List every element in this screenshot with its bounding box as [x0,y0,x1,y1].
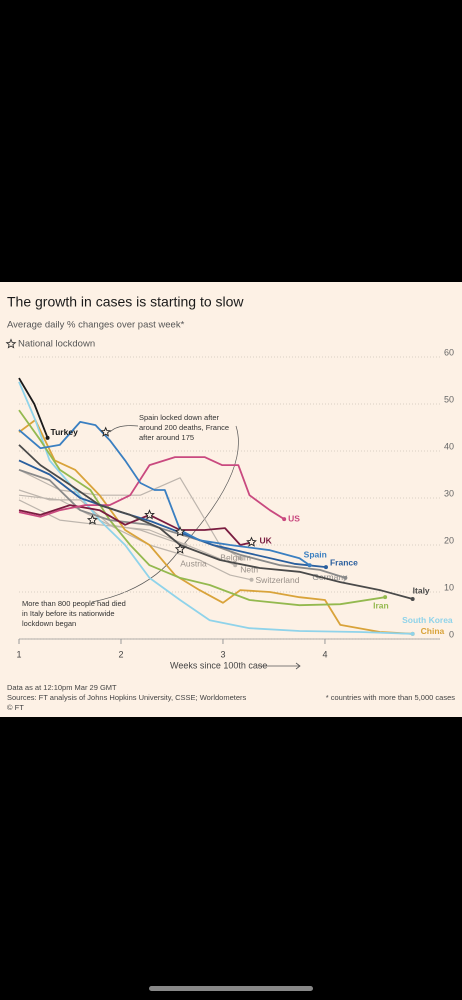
series-label: US [288,513,300,523]
leader-line [183,425,239,545]
series-label: Spain [304,549,327,559]
legend-label: National lockdown [18,339,95,350]
lockdown-star [100,426,112,437]
end-dot [307,563,312,568]
x-axis-label: Weeks since 100th case [170,660,267,670]
series-label: Turkey [51,427,79,437]
axis-arrow [258,662,301,670]
annotation: after around 175 [139,433,194,442]
end-dot [233,563,238,568]
end-dot [238,556,243,561]
footnote: * countries with more than 5,000 cases [326,693,455,702]
end-dot [323,565,328,570]
series-line [18,377,49,439]
series-label: China [421,626,445,636]
y-tick-label: 50 [444,394,454,404]
lockdown-star [86,514,98,525]
series-label: Iran [373,600,389,610]
series-label: Switzerland [256,575,300,585]
x-tick-label: 1 [16,649,21,659]
series-line [18,409,386,607]
leader-line [91,551,179,603]
end-dot [410,631,415,636]
annotation: lockdown began [22,619,76,628]
annotation: More than 800 people had died [22,599,126,608]
lockdown-star [246,536,257,547]
y-tick-label: 30 [444,488,454,498]
end-dot [282,517,287,522]
series-label: Belgium [220,552,251,562]
y-tick-label: 40 [444,441,454,451]
source-note: Data as at 12:10pm Mar 29 GMT [7,683,117,692]
series-line [18,419,413,635]
home-indicator [149,986,313,991]
y-tick-label: 20 [444,535,454,545]
annotation: around 200 deaths, France [139,423,229,432]
series-line [18,469,241,559]
end-dot [45,435,50,440]
chart-subtitle: Average daily % changes over past week* [7,320,185,331]
x-tick-label: 3 [220,649,225,659]
y-tick-label: 0 [449,629,454,639]
source-note: Sources: FT analysis of Johns Hopkins Un… [7,693,247,702]
series-label: Germany [312,572,348,582]
series-label: UK [260,535,273,545]
series-line [18,381,413,635]
end-dot [410,597,415,602]
series-label: France [330,557,358,567]
end-dot [383,595,388,600]
annotation: Spain locked down after [139,413,220,422]
chart-title: The growth in cases is starting to slow [7,294,244,310]
series-line [18,421,311,566]
series-line [18,459,327,568]
legend-star [5,338,17,349]
lockdown-star [174,526,186,537]
series-label: Italy [413,585,430,595]
source-note: © FT [7,703,24,712]
series-label: South Korea [402,615,453,625]
end-dot [249,577,254,582]
lockdown-star [174,543,186,554]
x-tick-label: 2 [118,649,123,659]
x-tick-label: 4 [322,649,327,659]
series-line [18,468,346,579]
series-label: Neth [240,564,258,574]
series-line [18,456,285,520]
annotation: in Italy before its nationwide [22,609,115,618]
series-label: Austria [180,558,207,568]
end-dot [343,575,348,580]
y-tick-label: 10 [444,582,454,592]
leader-line [109,425,139,433]
lockdown-star [144,509,155,520]
y-tick-label: 60 [444,347,454,357]
series-line [18,489,186,546]
